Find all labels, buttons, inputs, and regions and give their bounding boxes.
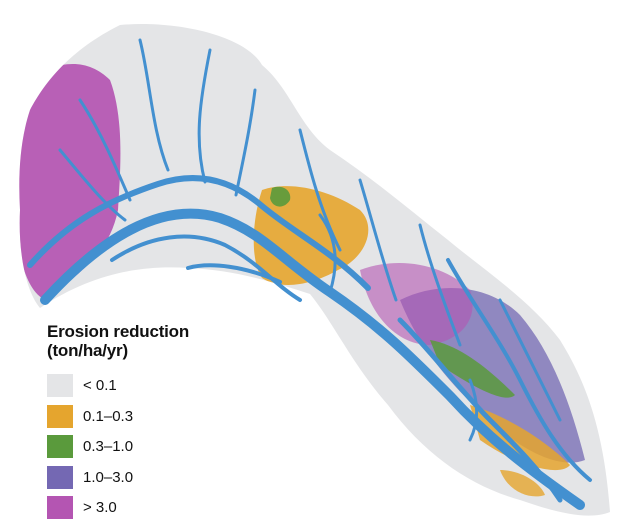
zone-0.1-0.3-lower [470, 405, 570, 471]
river-branch-4 [197, 48, 212, 184]
zone-0.3-1.0-upper [270, 186, 291, 207]
river-branch-3 [138, 38, 170, 172]
legend-swatch [47, 374, 73, 397]
river-branch-2 [110, 234, 302, 302]
legend-swatch [47, 496, 73, 519]
legend-item: > 3.0 [47, 496, 267, 519]
legend: Erosion reduction (ton/ha/yr) < 0.1 0.1–… [47, 322, 267, 520]
legend-items: < 0.1 0.1–0.3 0.3–1.0 1.0–3.0 > 3.0 [47, 374, 267, 519]
legend-label: > 3.0 [83, 499, 117, 516]
legend-title-line1: Erosion reduction [47, 322, 190, 341]
legend-item: 0.3–1.0 [47, 435, 267, 458]
legend-swatch [47, 465, 73, 489]
river-branch-15 [318, 213, 337, 294]
river-branch-7 [358, 178, 398, 302]
legend-item: 1.0–3.0 [47, 465, 267, 489]
river-branch-9 [446, 258, 592, 482]
legend-item: 0.1–0.3 [47, 404, 267, 428]
zone-0.1-0.3-tail [500, 470, 545, 497]
river-branch-10 [498, 298, 562, 422]
legend-swatch [47, 435, 73, 458]
river-branch-6 [298, 128, 342, 252]
zone-0.1-0.3-patch [246, 288, 267, 308]
river-branch-8 [418, 223, 462, 347]
river-branch-11 [397, 317, 563, 503]
river-branch-16 [468, 378, 479, 442]
zone-0.3-1.0-lower [430, 340, 515, 398]
zone-above-3-east [360, 262, 473, 345]
legend-label: 0.1–0.3 [83, 407, 134, 425]
river-network [27, 38, 592, 510]
legend-label: 1.0–3.0 [83, 468, 134, 486]
legend-item: < 0.1 [47, 374, 267, 397]
river-branch-5 [234, 88, 257, 197]
river-branch-14 [186, 263, 282, 284]
river-branch-12 [58, 148, 127, 222]
river-branch-13 [78, 98, 132, 202]
legend-label: < 0.1 [83, 377, 117, 394]
river-branch-1 [27, 175, 371, 291]
legend-swatch [47, 404, 73, 428]
legend-label: 0.3–1.0 [83, 438, 134, 455]
legend-title-line2: (ton/ha/yr) [47, 341, 128, 360]
